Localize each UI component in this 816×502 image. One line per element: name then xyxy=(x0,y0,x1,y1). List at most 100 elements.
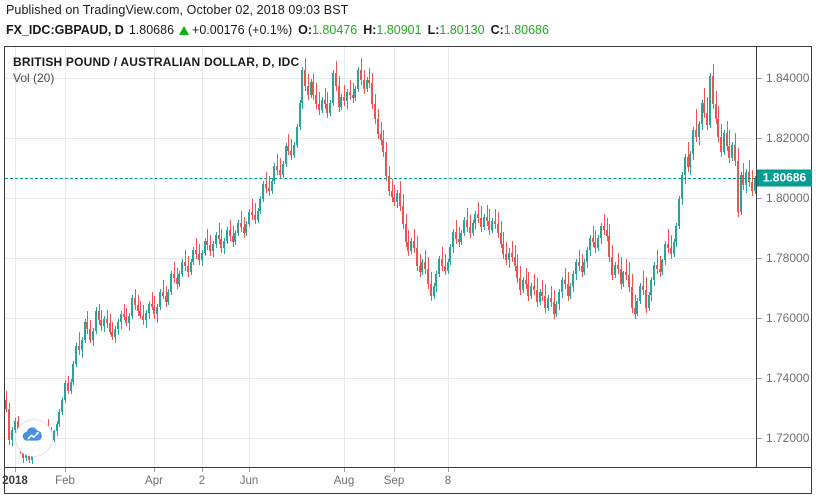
candle-body-down xyxy=(734,144,736,161)
candle-body-up xyxy=(293,144,295,155)
candle-wick xyxy=(185,249,186,271)
candle-body-down xyxy=(516,266,518,278)
time-tick-label: Sep xyxy=(383,475,405,487)
candle-body-down xyxy=(469,227,471,233)
candle-body-up xyxy=(675,225,677,242)
candle-body-down xyxy=(500,233,502,244)
candle-body-down xyxy=(667,243,669,248)
candle-body-down xyxy=(243,227,245,233)
candle-body-up xyxy=(11,429,13,440)
last-price-badge[interactable]: 1.80686 xyxy=(757,169,812,187)
candle-wick xyxy=(420,254,421,277)
chart-plot-area[interactable]: BRITISH POUND / AUSTRALIAN DOLLAR, D, ID… xyxy=(5,47,756,467)
candle-body-down xyxy=(533,285,535,290)
candle-wick xyxy=(445,254,446,275)
published-line: Published on TradingView.com, October 02… xyxy=(6,3,349,17)
time-scale[interactable]: 2018 Feb Apr 2 Jun Aug Sep 8 xyxy=(2,467,811,493)
time-tick xyxy=(15,468,16,472)
candle-body-down xyxy=(220,239,222,248)
price-tick-label: 1.72000 xyxy=(766,431,810,445)
candle-body-up xyxy=(435,273,437,286)
candle-wick xyxy=(277,153,278,175)
quote-line: FX_IDC:GBPAUD, D 1.80686 +0.00176 (+0.1%) O… xyxy=(6,23,549,37)
candle-wick xyxy=(595,230,596,253)
price-scale[interactable]: 1.72000 1.74000 1.76000 1.78000 1.80000 1.820… xyxy=(756,47,812,467)
candle-body-up xyxy=(740,174,742,212)
candle-body-up xyxy=(346,92,348,101)
candle-body-up xyxy=(178,273,180,284)
candle-body-down xyxy=(195,249,197,254)
candle-body-up xyxy=(299,102,301,127)
change-text: +0.00176 (+0.1%) xyxy=(192,23,293,37)
candle-body-down xyxy=(703,102,705,113)
candle-wick xyxy=(593,225,594,247)
candle-body-up xyxy=(754,177,756,191)
candle-body-down xyxy=(352,95,354,98)
candle-body-up xyxy=(296,126,298,145)
candle-body-down xyxy=(218,234,220,239)
time-tick xyxy=(394,468,395,472)
candle-body-up xyxy=(53,431,55,440)
candle-body-up xyxy=(226,230,228,241)
candle-wick xyxy=(565,267,566,289)
candle-body-up xyxy=(357,69,359,89)
candle-body-down xyxy=(335,72,337,86)
candle-body-down xyxy=(480,218,482,227)
candle-body-down xyxy=(488,221,490,230)
price-tick-label: 1.78000 xyxy=(766,251,810,265)
candle-body-down xyxy=(137,305,139,311)
candle-body-down xyxy=(617,264,619,269)
candle-body-up xyxy=(698,123,700,137)
time-tick-label: 2018 xyxy=(2,475,28,487)
candle-body-down xyxy=(720,137,722,152)
candle-body-down xyxy=(338,86,340,107)
candle-body-up xyxy=(653,264,655,280)
candle-wick xyxy=(459,227,460,247)
candle-body-down xyxy=(349,92,351,95)
symbol-label[interactable]: FX_IDC:GBPAUD, D xyxy=(6,23,124,37)
candle-body-down xyxy=(399,192,401,206)
chart-header: Published on TradingView.com, October 02… xyxy=(0,0,816,44)
candle-wick xyxy=(381,122,382,145)
candle-wick xyxy=(470,215,471,238)
candle-wick xyxy=(288,134,289,155)
candle-body-down xyxy=(631,287,633,308)
candle-body-up xyxy=(92,330,94,340)
candle-body-up xyxy=(237,222,239,233)
candle-body-up xyxy=(678,198,680,226)
candle-body-up xyxy=(167,291,169,302)
candle-wick xyxy=(551,285,552,307)
candle-body-up xyxy=(215,234,217,244)
candle-wick xyxy=(506,242,507,265)
candle-body-down xyxy=(198,254,200,260)
candle-body-up xyxy=(64,383,66,400)
candle-body-down xyxy=(413,240,415,248)
candle-body-down xyxy=(318,104,320,110)
candle-body-up xyxy=(212,243,214,251)
gridline-vertical xyxy=(249,47,250,467)
candle-wick xyxy=(668,228,669,253)
candle-body-up xyxy=(597,237,599,248)
candle-body-down xyxy=(419,266,421,272)
candle-wick xyxy=(607,218,608,241)
candle-body-down xyxy=(455,231,457,239)
time-tick xyxy=(154,468,155,472)
candle-body-down xyxy=(748,171,750,182)
candle-body-down xyxy=(670,248,672,254)
candle-body-down xyxy=(78,345,80,350)
high-key: H: xyxy=(363,23,377,37)
price-tick xyxy=(757,78,762,79)
candle-body-down xyxy=(751,182,753,191)
candle-body-up xyxy=(731,144,733,158)
candle-body-up xyxy=(547,297,549,308)
candle-body-down xyxy=(98,311,100,320)
candle-body-up xyxy=(285,146,287,164)
gridline-horizontal xyxy=(5,198,756,199)
candle-body-down xyxy=(360,69,362,80)
candle-body-down xyxy=(541,291,543,296)
candle-body-up xyxy=(223,240,225,248)
candle-body-down xyxy=(466,219,468,227)
candle-body-up xyxy=(648,294,650,308)
candle-body-up xyxy=(561,279,563,292)
